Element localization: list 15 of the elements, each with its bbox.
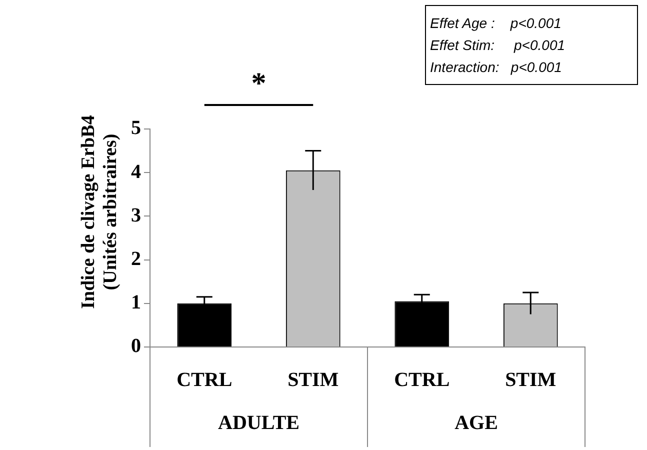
text: ADULTE — [218, 412, 300, 434]
y-tick-label: 1 — [131, 292, 141, 314]
y-axis-title: Indice de clivage ErbB4 (Unités arbitraires) — [78, 114, 122, 311]
y-tick-label: 2 — [131, 248, 141, 270]
x-tick-label: CTRL — [394, 369, 450, 392]
y-tick-label: 0 — [131, 335, 141, 358]
y-tick-label: 5 — [131, 117, 141, 140]
x-tick-label: CTRL — [176, 369, 232, 392]
statistics-box: Effet Age : p<0.001 Effet Stim: p<0.001 Interaction: p<0.001 — [425, 5, 638, 85]
y-tick-label: 4 — [131, 160, 141, 183]
y-tick-label: 3 — [131, 204, 141, 226]
x-tick-label: STIM — [505, 369, 556, 392]
text: * — [251, 66, 266, 100]
text: AGE — [454, 412, 498, 434]
x-tick-label: STIM — [288, 369, 339, 392]
